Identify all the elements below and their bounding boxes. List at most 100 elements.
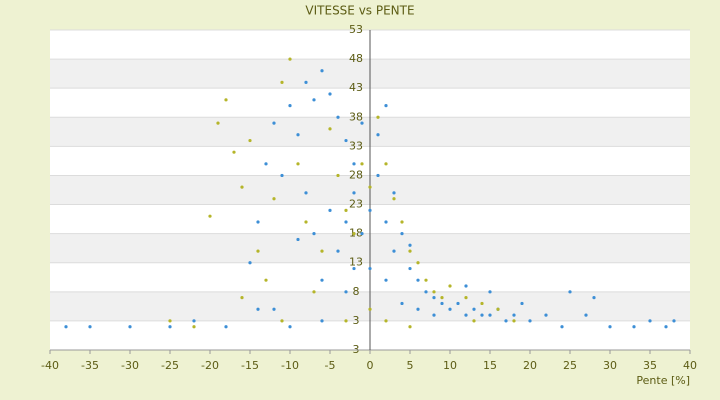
point bbox=[488, 290, 492, 294]
x-tick-label: -25 bbox=[161, 359, 179, 372]
point bbox=[568, 290, 572, 294]
point bbox=[472, 307, 476, 311]
point bbox=[376, 115, 380, 119]
point bbox=[488, 313, 492, 317]
point bbox=[320, 278, 324, 282]
x-tick-label: -35 bbox=[81, 359, 99, 372]
x-tick-label: 25 bbox=[563, 359, 577, 372]
point bbox=[392, 197, 396, 201]
point bbox=[512, 319, 516, 323]
point bbox=[192, 325, 196, 329]
point bbox=[168, 319, 172, 323]
point bbox=[416, 278, 420, 282]
point bbox=[64, 325, 68, 329]
point bbox=[664, 325, 668, 329]
point bbox=[368, 208, 372, 212]
point bbox=[256, 220, 260, 224]
point bbox=[224, 325, 228, 329]
point bbox=[448, 284, 452, 288]
x-axis-title: Pente [%] bbox=[636, 374, 690, 387]
point bbox=[336, 115, 340, 119]
point bbox=[320, 249, 324, 253]
point bbox=[432, 313, 436, 317]
point bbox=[208, 214, 212, 218]
point bbox=[240, 296, 244, 300]
point bbox=[328, 92, 332, 96]
point bbox=[216, 121, 220, 125]
point bbox=[256, 249, 260, 253]
point bbox=[544, 313, 548, 317]
point bbox=[368, 307, 372, 311]
point bbox=[432, 296, 436, 300]
point bbox=[328, 208, 332, 212]
point bbox=[424, 290, 428, 294]
point bbox=[256, 307, 260, 311]
point bbox=[648, 319, 652, 323]
point bbox=[440, 296, 444, 300]
point bbox=[400, 301, 404, 306]
point bbox=[296, 237, 300, 242]
point bbox=[584, 313, 588, 317]
x-tick-label: -5 bbox=[325, 359, 336, 372]
point bbox=[344, 290, 348, 294]
point bbox=[320, 319, 324, 323]
x-tick-label: -20 bbox=[201, 359, 219, 372]
point bbox=[432, 290, 436, 294]
point bbox=[400, 220, 404, 224]
point bbox=[328, 127, 332, 131]
x-tick-label: 5 bbox=[407, 359, 414, 372]
point bbox=[344, 208, 348, 212]
point bbox=[408, 266, 412, 271]
point bbox=[504, 319, 508, 323]
point bbox=[312, 98, 316, 102]
point bbox=[384, 220, 388, 224]
point bbox=[352, 232, 356, 236]
point bbox=[480, 301, 484, 306]
x-tick-label: 35 bbox=[643, 359, 657, 372]
point bbox=[248, 261, 252, 265]
point bbox=[288, 104, 292, 108]
point bbox=[272, 197, 276, 201]
point bbox=[352, 162, 356, 166]
point bbox=[384, 278, 388, 282]
point bbox=[264, 278, 268, 282]
point bbox=[232, 150, 236, 154]
point bbox=[368, 266, 372, 271]
y-tick-label: 48 bbox=[349, 52, 363, 65]
point bbox=[336, 249, 340, 253]
x-tick-label: -40 bbox=[41, 359, 59, 372]
point bbox=[480, 313, 484, 317]
point bbox=[280, 319, 284, 323]
point bbox=[360, 162, 364, 166]
chart-title: VITESSE vs PENTE bbox=[305, 4, 414, 18]
point bbox=[392, 249, 396, 253]
point bbox=[384, 162, 388, 166]
point bbox=[408, 243, 412, 247]
x-tick-label: 10 bbox=[443, 359, 457, 372]
point bbox=[296, 162, 300, 166]
point bbox=[416, 307, 420, 311]
x-tick-label: 40 bbox=[683, 359, 697, 372]
y-tick-label: 53 bbox=[349, 23, 363, 36]
point bbox=[280, 80, 284, 84]
point bbox=[344, 220, 348, 224]
point bbox=[272, 121, 276, 125]
x-tick-label: 15 bbox=[483, 359, 497, 372]
y-tick-label: 3 bbox=[353, 314, 360, 327]
point bbox=[224, 98, 228, 102]
y-tick-label: 18 bbox=[349, 227, 363, 240]
point bbox=[672, 319, 676, 323]
point bbox=[344, 319, 348, 323]
point bbox=[272, 307, 276, 311]
point bbox=[88, 325, 92, 329]
point bbox=[464, 296, 468, 300]
point bbox=[368, 185, 372, 189]
y-tick-label: 28 bbox=[349, 168, 363, 181]
point bbox=[384, 319, 388, 323]
x-tick-label: 20 bbox=[523, 359, 537, 372]
point bbox=[168, 325, 172, 329]
point bbox=[512, 313, 516, 317]
point bbox=[392, 191, 396, 195]
point bbox=[304, 80, 308, 84]
point bbox=[472, 319, 476, 323]
